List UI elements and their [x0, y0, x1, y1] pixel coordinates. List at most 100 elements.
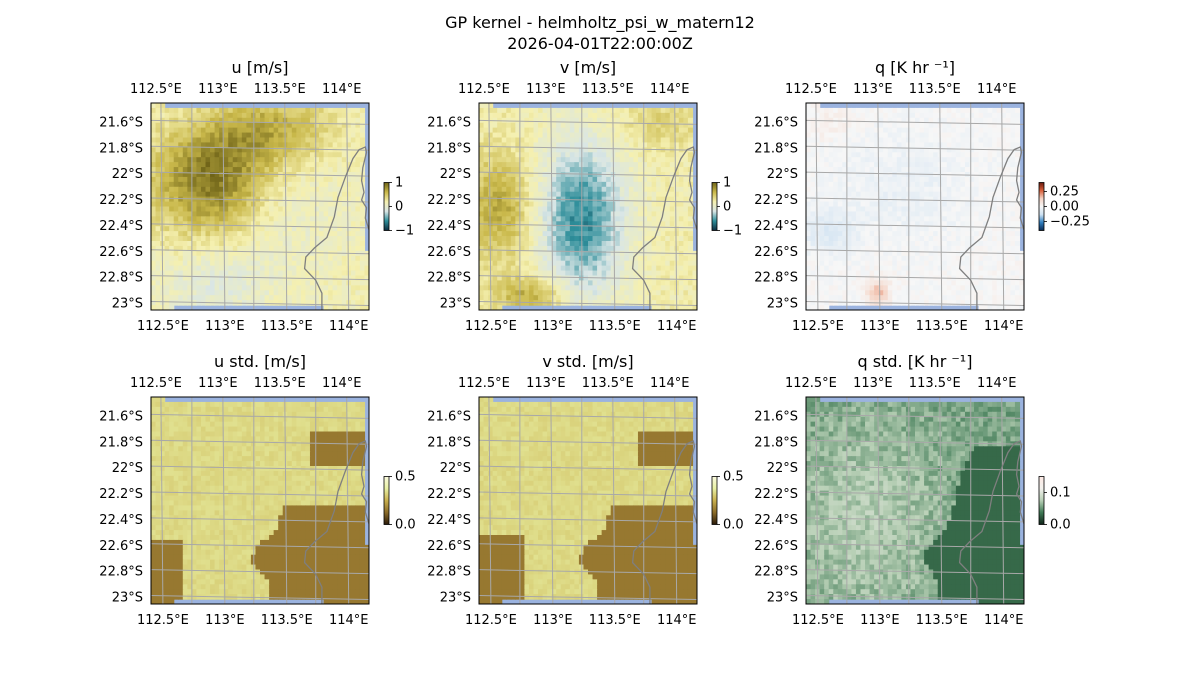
heatmap-cell	[205, 270, 211, 277]
heatmap-cell	[160, 172, 166, 178]
heatmap-cell	[187, 211, 193, 217]
heatmap-cell	[687, 112, 694, 119]
heatmap-cell	[164, 186, 170, 193]
heatmap-cell	[851, 206, 857, 213]
heatmap-cell	[501, 211, 507, 217]
y-tick-label: 22.2°S	[99, 193, 143, 208]
heatmap-cell	[332, 260, 338, 267]
heatmap-cell	[560, 216, 566, 222]
heatmap-cell	[656, 181, 662, 188]
heatmap-cell	[319, 157, 325, 163]
heatmap-cell	[683, 275, 689, 282]
heatmap-cell	[200, 280, 207, 286]
heatmap-cell	[606, 206, 612, 213]
heatmap-cell	[683, 112, 689, 119]
heatmap-cell	[223, 241, 229, 247]
heatmap-cell	[519, 201, 526, 208]
heatmap-cell	[255, 285, 261, 291]
heatmap-cell	[319, 176, 325, 183]
heatmap-cell	[515, 201, 521, 208]
heatmap-cell	[296, 122, 302, 129]
heatmap-cell	[910, 117, 916, 124]
heatmap-cell	[637, 181, 644, 188]
heatmap-cell	[601, 196, 607, 203]
heatmap-cell	[323, 157, 329, 163]
heatmap-cell	[819, 162, 825, 168]
heatmap-cell	[628, 157, 635, 163]
heatmap-cell	[255, 117, 261, 124]
heatmap-cell	[269, 241, 275, 247]
heatmap-cell	[182, 265, 188, 272]
heatmap-cell	[819, 206, 825, 213]
heatmap-cell	[810, 201, 816, 208]
heatmap-cell	[955, 167, 962, 173]
heatmap-cell	[155, 191, 161, 198]
heatmap-cell	[983, 216, 989, 222]
heatmap-cell	[992, 152, 998, 158]
heatmap-cell	[687, 201, 694, 208]
heatmap-cell	[560, 285, 566, 291]
heatmap-cell	[269, 132, 275, 139]
heatmap-cell	[291, 290, 297, 296]
heatmap-cell	[592, 142, 598, 148]
heatmap-cell	[264, 216, 270, 222]
heatmap-cell	[287, 157, 293, 163]
heatmap-cell	[205, 285, 211, 291]
heatmap-cell	[574, 260, 580, 267]
heatmap-cell	[246, 112, 252, 119]
heatmap-cell	[928, 152, 934, 158]
heatmap-cell	[651, 196, 657, 203]
heatmap-cell	[196, 250, 202, 257]
heatmap-cell	[669, 285, 675, 291]
heatmap-cell	[615, 231, 621, 237]
heatmap-cell	[483, 206, 489, 213]
heatmap-cell	[364, 260, 369, 267]
heatmap-cell	[519, 196, 526, 203]
heatmap-cell	[182, 295, 188, 301]
heatmap-cell	[173, 270, 179, 277]
heatmap-cell	[869, 186, 875, 193]
heatmap-cell	[619, 107, 625, 114]
heatmap-cell	[883, 172, 889, 178]
heatmap-cell	[501, 300, 507, 306]
heatmap-cell	[241, 236, 247, 242]
heatmap-cell	[637, 196, 644, 203]
heatmap-cell	[960, 196, 966, 203]
heatmap-cell	[624, 181, 630, 188]
heatmap-cell	[687, 226, 694, 232]
heatmap-cell	[300, 132, 307, 139]
heatmap-cell	[828, 137, 834, 144]
colorbar-gradient	[711, 182, 718, 231]
heatmap-cell	[341, 186, 347, 193]
heatmap-cell	[515, 152, 521, 158]
heatmap-cell	[359, 201, 366, 208]
heatmap-cell	[346, 152, 352, 158]
heatmap-cell	[210, 142, 216, 148]
heatmap-cell	[910, 152, 916, 158]
heatmap-cell	[560, 162, 566, 168]
heatmap-cell	[983, 137, 989, 144]
heatmap-cell	[205, 216, 211, 222]
heatmap-cell	[946, 137, 952, 144]
heatmap-cell	[350, 137, 356, 144]
heatmap-cell	[647, 132, 653, 139]
heatmap-cell	[651, 172, 657, 178]
heatmap-cell	[309, 162, 316, 168]
heatmap-cell	[169, 137, 175, 144]
heatmap-cell	[305, 167, 311, 173]
heatmap-cell	[488, 112, 494, 119]
heatmap-cell	[665, 241, 671, 247]
heatmap-cell	[637, 152, 644, 158]
heatmap-cell	[983, 152, 989, 158]
heatmap-cell	[946, 211, 952, 217]
heatmap-cell	[860, 201, 866, 208]
heatmap-cell	[483, 231, 489, 237]
heatmap-cell	[492, 112, 498, 119]
heatmap-cell	[1014, 152, 1021, 158]
heatmap-cell	[915, 201, 921, 208]
heatmap-cell	[492, 201, 498, 208]
heatmap-cell	[901, 137, 907, 144]
heatmap-cell	[592, 157, 598, 163]
heatmap-cell	[955, 137, 962, 144]
heatmap-cell	[287, 236, 293, 242]
